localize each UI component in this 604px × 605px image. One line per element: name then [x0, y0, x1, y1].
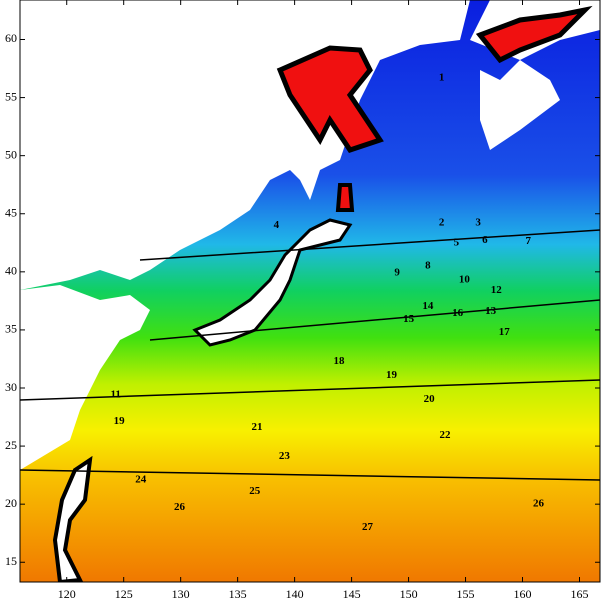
y-tick-label: 30	[5, 380, 17, 394]
y-tick-label: 60	[5, 31, 17, 45]
y-tick-label: 15	[5, 554, 17, 568]
contour-label: 27	[362, 521, 374, 533]
contour-label: 16	[452, 307, 464, 319]
contour-label: 6	[482, 234, 488, 246]
contour-label: 8	[425, 260, 431, 272]
contour-label: 9	[394, 267, 400, 279]
x-tick-label: 150	[400, 587, 418, 601]
contour-label: 17	[499, 326, 511, 338]
ice	[276, 45, 384, 153]
y-tick-label: 35	[5, 322, 17, 336]
contour-label: 5	[454, 236, 460, 248]
contour-label: 19	[386, 369, 398, 381]
x-tick-label: 130	[172, 587, 190, 601]
contour-line	[20, 229, 600, 481]
contour-label: 25	[249, 485, 261, 497]
contour-label: 24	[135, 473, 147, 485]
ice	[475, 5, 593, 64]
contour-label: 26	[174, 501, 186, 513]
contour-label: 2	[439, 217, 445, 229]
contour-label: 21	[252, 421, 263, 433]
y-tick-label: 55	[5, 89, 17, 103]
land	[480, 60, 560, 150]
land	[20, 285, 150, 470]
x-tick-label: 135	[229, 587, 247, 601]
x-tick-label: 125	[115, 587, 133, 601]
contour-label: 22	[440, 429, 452, 441]
x-tick-label: 145	[343, 587, 361, 601]
contour-label: 20	[424, 393, 436, 405]
contour-label: 3	[475, 217, 481, 229]
contour-label: 19	[114, 415, 126, 427]
contour-label: 4	[274, 219, 280, 231]
contour-label: 12	[491, 284, 503, 296]
map-fill	[20, 0, 600, 582]
plot-frame	[19, 0, 601, 583]
ice	[335, 183, 355, 212]
contour-label: 14	[422, 300, 434, 312]
x-tick-label: 120	[58, 587, 76, 601]
x-tick-label: 165	[570, 587, 588, 601]
contour-label: 10	[459, 273, 471, 285]
y-tick-label: 50	[5, 147, 17, 161]
y-tick-label: 25	[5, 438, 17, 452]
contour-label: 18	[334, 355, 346, 367]
contour-label: 15	[403, 313, 415, 325]
contour-label: 7	[525, 235, 531, 247]
y-tick-label: 45	[5, 205, 17, 219]
contour-label: 13	[485, 305, 497, 317]
x-tick-label: 160	[514, 587, 532, 601]
y-tick-label: 20	[5, 496, 17, 510]
x-tick-label: 155	[457, 587, 475, 601]
x-tick-label: 140	[286, 587, 304, 601]
contour-label: 23	[279, 450, 291, 462]
land	[52, 455, 93, 582]
contour-label: 1	[439, 71, 445, 83]
y-tick-label: 40	[5, 264, 17, 278]
contour-label: 26	[533, 498, 545, 510]
contour-label: 11	[111, 389, 121, 401]
